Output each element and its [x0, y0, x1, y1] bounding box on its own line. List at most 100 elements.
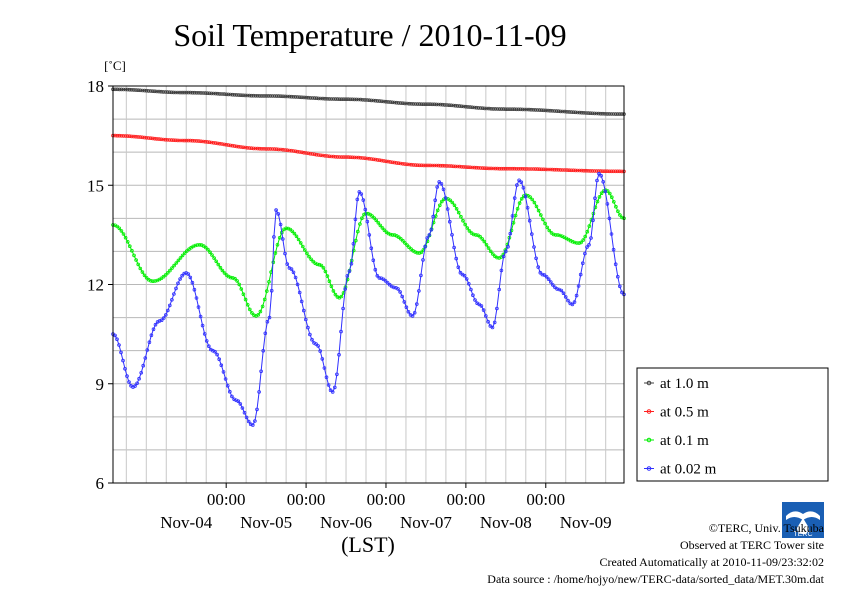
- data-point: [125, 87, 130, 92]
- date-label: Nov-04: [160, 513, 212, 532]
- data-point: [598, 111, 603, 116]
- data-point: [478, 166, 483, 170]
- data-point: [501, 254, 506, 259]
- data-point: [161, 316, 166, 320]
- data-point: [581, 238, 585, 242]
- data-point: [495, 107, 500, 111]
- data-point: [512, 196, 517, 200]
- data-point: [253, 146, 258, 151]
- data-point: [323, 269, 328, 274]
- data-point: [161, 90, 166, 94]
- data-point: [358, 222, 362, 226]
- data-point: [346, 155, 350, 159]
- data-point: [609, 195, 614, 200]
- data-point: [266, 147, 271, 151]
- data-point: [352, 155, 357, 160]
- data-point: [222, 142, 226, 147]
- data-point: [192, 90, 197, 95]
- date-label: Nov-08: [480, 513, 532, 532]
- data-point: [398, 101, 403, 105]
- data-point: [470, 165, 475, 170]
- data-point: [603, 169, 607, 174]
- data-point: [488, 249, 493, 254]
- data-point: [228, 92, 233, 97]
- data-point: [508, 166, 512, 171]
- data-point: [616, 209, 620, 214]
- data-point: [306, 95, 311, 100]
- data-point: [321, 265, 326, 270]
- data-point: [337, 352, 341, 357]
- data-point: [289, 148, 294, 153]
- data-point: [614, 204, 618, 209]
- data-point: [117, 87, 122, 92]
- data-point: [561, 291, 566, 296]
- data-point: [176, 281, 180, 286]
- data-point: [592, 111, 597, 116]
- data-point: [379, 158, 384, 163]
- data-point: [359, 192, 364, 196]
- data-point: [169, 138, 174, 142]
- data-point: [230, 394, 234, 399]
- data-point: [180, 138, 184, 143]
- data-point: [428, 163, 432, 168]
- data-point: [558, 168, 563, 172]
- data-point: [210, 253, 214, 257]
- data-point: [119, 87, 124, 92]
- data-point: [590, 169, 595, 173]
- data-point: [580, 261, 585, 266]
- data-point: [170, 297, 174, 302]
- y-tick-label: 6: [96, 474, 105, 493]
- data-point: [556, 109, 561, 113]
- data-point: [117, 343, 121, 347]
- legend-label: at 0.5 m: [660, 405, 709, 421]
- data-point: [333, 292, 338, 297]
- data-point: [398, 237, 403, 241]
- data-point: [503, 107, 508, 111]
- data-point: [515, 207, 520, 211]
- data-point: [243, 93, 247, 98]
- data-point: [415, 251, 420, 255]
- data-point: [563, 109, 567, 114]
- data-point: [532, 245, 536, 249]
- data-point: [373, 157, 378, 162]
- data-point: [392, 160, 397, 165]
- data-point: [190, 138, 195, 143]
- data-point: [569, 168, 573, 173]
- data-point: [247, 93, 252, 98]
- data-point: [445, 207, 450, 211]
- data-point: [527, 107, 531, 112]
- data-point: [135, 381, 139, 386]
- data-point: [252, 313, 256, 318]
- data-point: [407, 101, 411, 106]
- data-point: [243, 297, 248, 302]
- data-point: [360, 216, 364, 221]
- data-point: [611, 112, 616, 116]
- data-point: [331, 154, 336, 159]
- data-point: [478, 234, 482, 239]
- series-line: [112, 189, 625, 317]
- data-point: [401, 238, 405, 243]
- data-point: [493, 107, 498, 111]
- data-point: [174, 261, 179, 265]
- data-point: [480, 237, 485, 241]
- data-point: [132, 134, 136, 139]
- data-point: [117, 133, 122, 138]
- data-point: [512, 107, 517, 111]
- data-point: [325, 274, 330, 278]
- data-point: [232, 144, 237, 148]
- data-point: [607, 112, 611, 116]
- data-point: [165, 90, 170, 94]
- data-point: [121, 358, 125, 363]
- data-point: [142, 88, 147, 93]
- data-point: [530, 197, 534, 202]
- data-point: [373, 98, 378, 103]
- data-point: [356, 97, 361, 102]
- data-point: [275, 243, 280, 247]
- data-point: [218, 141, 222, 146]
- data-point: [512, 166, 517, 171]
- data-point: [220, 142, 224, 146]
- data-point: [495, 255, 499, 260]
- data-point: [229, 275, 233, 280]
- data-point: [611, 200, 616, 204]
- data-point: [470, 105, 475, 110]
